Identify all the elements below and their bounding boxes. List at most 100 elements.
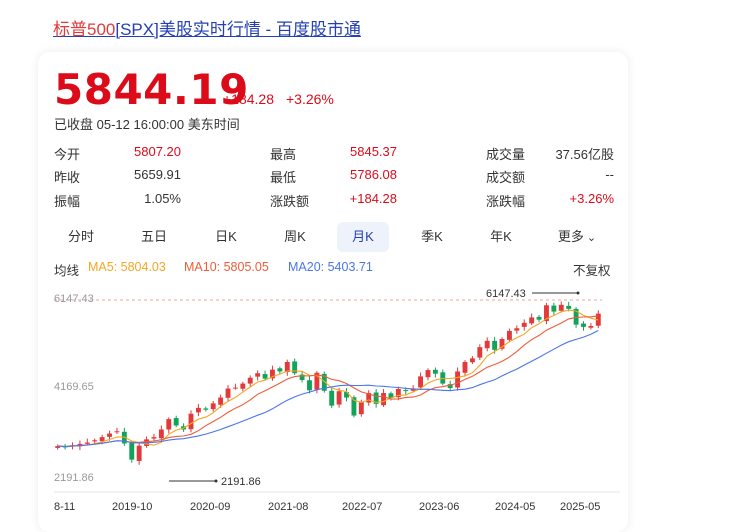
y-tick-label: 2191.86 [54, 472, 94, 484]
candle-body [307, 380, 312, 391]
candle-body [299, 374, 305, 380]
candle-body [477, 347, 483, 358]
x-tick-label: 2024-05 [495, 501, 535, 513]
page-title-link[interactable]: 标普500[SPX]美股实时行情 - 百度股市通 [53, 15, 361, 40]
x-tick-label: 2021-08 [268, 501, 308, 513]
candle-body [158, 429, 164, 439]
candle-body [469, 358, 475, 363]
candle-body [284, 361, 290, 372]
max-annotation-dot [576, 291, 580, 295]
candle-body [351, 397, 357, 416]
candle-body [262, 374, 268, 379]
candle-body [314, 372, 320, 390]
candle-body [151, 437, 157, 439]
stat-label: 最低 [270, 170, 297, 185]
x-tick-label: 2025-05 [560, 501, 600, 513]
candle-body [529, 317, 535, 324]
kline-chart[interactable]: 6147.43 4169.65 2191.86 8-11 2019-10 2020-09 2… [40, 280, 620, 516]
candle-body [544, 305, 549, 322]
adjust-toggle[interactable]: 不复权 [573, 264, 611, 278]
candle-body [366, 393, 372, 403]
candle-body [388, 393, 394, 398]
candle-body [484, 340, 490, 349]
candle-body [506, 330, 512, 340]
tab-7[interactable]: 更多 ⌄ [553, 222, 601, 252]
period-tabs: 分时 五日 日K 周K 月K 季K 年K 更多 ⌄ [0, 222, 735, 252]
tab-6[interactable]: 年K [477, 222, 525, 252]
tab-label: 日K [215, 229, 237, 244]
stat-label: 成交额 [486, 170, 526, 185]
stat-value: 1.05% [144, 191, 181, 206]
candle-body [210, 403, 216, 410]
candle-body [418, 376, 424, 388]
ma5-line [57, 309, 599, 448]
stat-label: 振幅 [54, 194, 81, 209]
candle-body [203, 408, 209, 410]
candle-body [514, 328, 520, 331]
candle-body [232, 387, 238, 389]
current-price: 5844.19 [54, 65, 249, 114]
candle-body [136, 445, 142, 461]
page-title-rest: [SPX]美股实时行情 - 百度股市通 [115, 20, 361, 39]
stat-value: +184.28 [349, 191, 397, 206]
stat-value: 5786.08 [350, 167, 397, 182]
stat-value: 5807.20 [134, 144, 181, 159]
candle-body [277, 368, 283, 372]
candle-body [218, 397, 224, 405]
candle-body [195, 407, 201, 413]
x-tick-label: 2019-10 [112, 501, 152, 513]
candle-body [499, 339, 505, 349]
ma10-value: MA10: 5805.05 [184, 260, 269, 274]
candle-body [255, 373, 261, 377]
candle-body [551, 305, 557, 312]
stat-value: 5659.91 [134, 167, 181, 182]
tab-3[interactable]: 周K [271, 222, 319, 252]
tab-1[interactable]: 五日 [130, 222, 178, 252]
y-tick-label: 4169.65 [54, 381, 94, 393]
tab-label: 年K [490, 229, 512, 244]
ma5-value: MA5: 5804.03 [88, 260, 166, 274]
stat-label: 昨收 [54, 170, 81, 185]
candle-body [403, 390, 409, 392]
candle-body [588, 325, 594, 328]
candle-body [107, 433, 112, 437]
candle-body [581, 323, 586, 327]
candle-body [492, 340, 498, 350]
candle-body [462, 361, 468, 373]
candle-body [566, 305, 572, 309]
market-status: 已收盘 05-12 16:00:00 美东时间 [54, 117, 240, 132]
candle-body [173, 418, 179, 426]
stat-label: 今开 [54, 147, 81, 162]
x-tick-label: 8-11 [54, 501, 75, 513]
candle-body [536, 316, 542, 320]
tab-5[interactable]: 季K [408, 222, 456, 252]
tab-2[interactable]: 日K [202, 222, 250, 252]
tab-label: 更多 [557, 229, 584, 244]
price-change-percent: +3.26% [286, 91, 334, 107]
min-annotation-label: 2191.86 [221, 476, 261, 488]
candle-body [558, 304, 564, 311]
tab-label: 分时 [67, 229, 94, 244]
candle-body [321, 373, 327, 391]
candle-body [573, 308, 579, 325]
ma10-line [57, 315, 599, 448]
page-title-highlight: 标普500 [53, 20, 116, 39]
tab-label: 季K [421, 229, 443, 244]
candle-body [84, 442, 90, 444]
candle-body [447, 384, 453, 389]
tab-4[interactable]: 月K [337, 222, 389, 252]
candle-body [381, 393, 386, 406]
y-tick-label: 6147.43 [54, 293, 94, 305]
candle-body [240, 383, 246, 389]
chevron-down-icon: ⌄ [583, 232, 597, 244]
candle-body [432, 369, 438, 374]
candle-body [344, 392, 349, 398]
tab-0[interactable]: 分时 [57, 222, 105, 252]
x-tick-label: 2022-07 [342, 501, 382, 513]
candle-body [521, 322, 527, 327]
candle-body [336, 391, 342, 405]
stat-label: 涨跌幅 [486, 194, 526, 209]
max-annotation-label: 6147.43 [486, 288, 526, 300]
price-change: +184.28 [223, 91, 274, 107]
candle-body [410, 388, 416, 391]
